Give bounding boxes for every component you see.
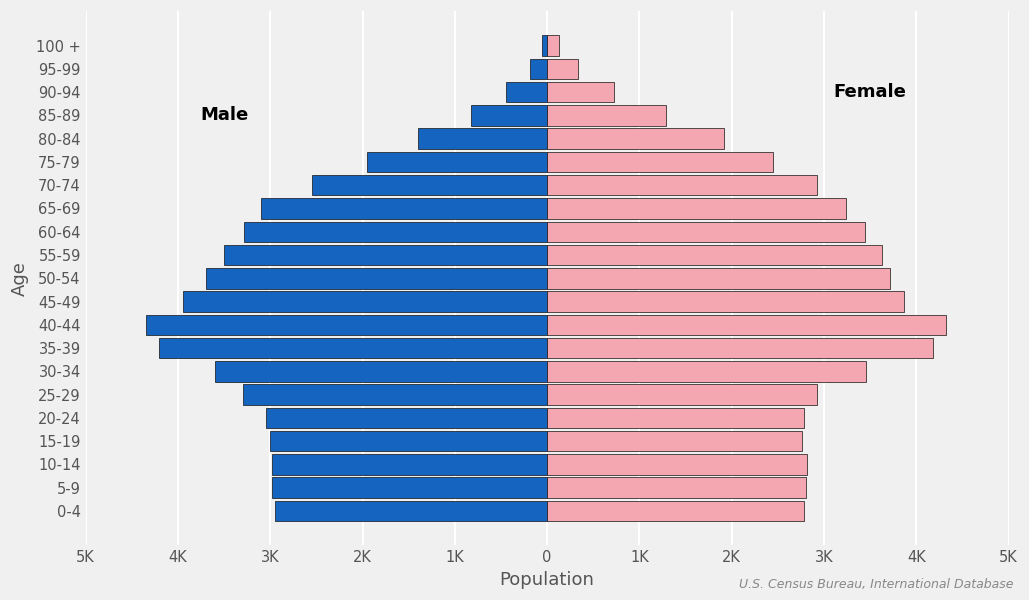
Bar — [547, 175, 817, 196]
Text: U.S. Census Bureau, International Database: U.S. Census Bureau, International Databa… — [739, 578, 1014, 591]
Bar — [215, 361, 547, 382]
Bar — [506, 82, 547, 103]
Bar — [547, 478, 807, 498]
Bar — [547, 245, 882, 265]
Bar — [547, 105, 666, 125]
Bar — [547, 292, 904, 312]
Bar — [547, 198, 846, 219]
Bar — [547, 152, 773, 172]
Bar — [245, 221, 547, 242]
Bar — [547, 431, 802, 451]
Bar — [243, 385, 547, 405]
Text: Female: Female — [833, 83, 907, 101]
Bar — [224, 245, 547, 265]
Bar — [547, 314, 946, 335]
Bar — [547, 501, 804, 521]
Bar — [182, 292, 547, 312]
Bar — [547, 454, 808, 475]
Bar — [418, 128, 547, 149]
Bar — [547, 221, 864, 242]
Bar — [547, 35, 559, 56]
Bar — [471, 105, 547, 125]
Bar — [547, 385, 817, 405]
Bar — [542, 35, 547, 56]
Bar — [367, 152, 547, 172]
Bar — [312, 175, 547, 196]
Bar — [547, 268, 890, 289]
Bar — [159, 338, 547, 358]
Bar — [271, 431, 547, 451]
Bar — [547, 338, 933, 358]
Y-axis label: Age: Age — [11, 261, 29, 296]
Bar — [275, 501, 547, 521]
Bar — [547, 59, 578, 79]
Bar — [206, 268, 547, 289]
Bar — [261, 198, 547, 219]
Bar — [547, 407, 804, 428]
Bar — [272, 454, 547, 475]
X-axis label: Population: Population — [500, 571, 595, 589]
Bar — [547, 82, 613, 103]
Bar — [547, 128, 724, 149]
Bar — [265, 407, 547, 428]
Text: Male: Male — [200, 106, 248, 124]
Bar — [272, 478, 547, 498]
Bar — [146, 314, 547, 335]
Bar — [547, 361, 866, 382]
Bar — [530, 59, 547, 79]
